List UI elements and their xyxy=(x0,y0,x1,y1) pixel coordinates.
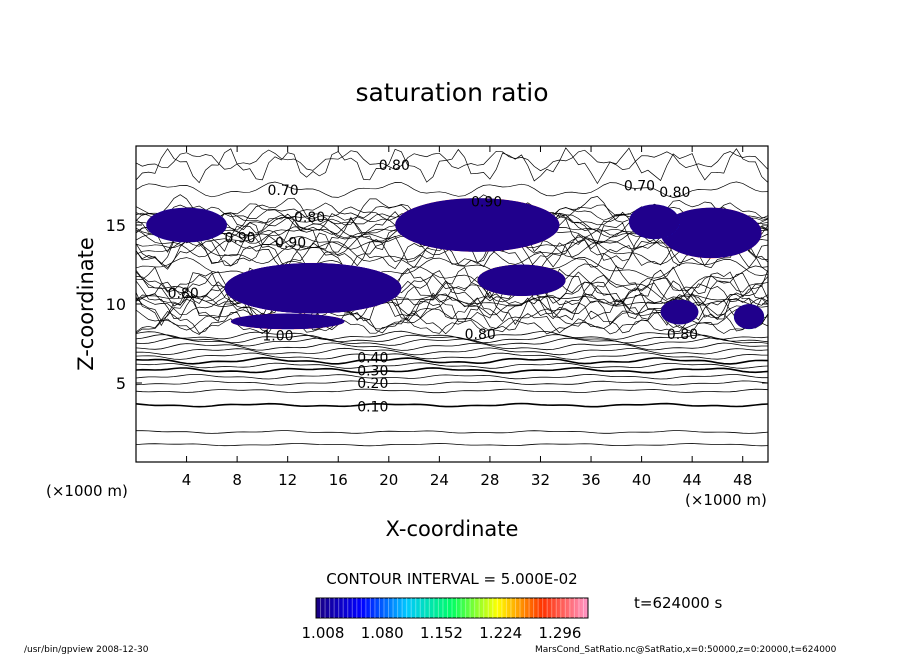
x-tick-label: 12 xyxy=(278,471,297,489)
saturation-region xyxy=(395,198,560,252)
contour-line xyxy=(135,443,769,447)
time-label: t=624000 s xyxy=(634,594,722,612)
colorbar-tick-label: 1.008 xyxy=(302,624,345,642)
contour-interval-label: CONTOUR INTERVAL = 5.000E-02 xyxy=(326,570,577,588)
colorbar-tick-labels: 1.008 1.080 1.152 1.224 1.296 xyxy=(302,624,582,642)
contour-value-label: 0.90 xyxy=(471,194,502,210)
contour-line xyxy=(135,342,768,351)
footer-left: /usr/bin/gpview 2008-12-30 xyxy=(24,645,149,654)
contour-line xyxy=(135,380,769,386)
y-tick-label: 10 xyxy=(106,295,126,314)
chart-title: saturation ratio xyxy=(355,78,548,107)
saturation-region xyxy=(733,304,765,330)
x-tick-label: 32 xyxy=(531,471,550,489)
x-tick-label: 28 xyxy=(480,471,499,489)
x-tick-label: 44 xyxy=(683,471,702,489)
contour-line xyxy=(135,366,769,374)
x-axis-label: X-coordinate xyxy=(386,517,519,541)
y-tick-label: 5 xyxy=(116,374,126,393)
plot-background xyxy=(136,146,768,462)
x-tick-label: 40 xyxy=(632,471,651,489)
saturation-region xyxy=(146,207,228,243)
contour-value-label: 0.10 xyxy=(357,400,388,416)
contour-line xyxy=(135,402,769,408)
x-unit-label-left: (×1000 m) xyxy=(46,482,128,500)
contour-line xyxy=(135,337,769,347)
contour-line xyxy=(135,347,769,356)
contour-value-label: 0.80 xyxy=(379,158,410,174)
contour-line xyxy=(136,430,769,434)
contour-line xyxy=(135,373,768,380)
contour-line xyxy=(135,362,769,369)
contour-line xyxy=(135,181,769,198)
contour-line xyxy=(135,147,769,185)
contour-value-label: 0.30 xyxy=(357,363,388,379)
contour-line xyxy=(135,242,769,271)
contour-value-label: 0.80 xyxy=(659,185,690,201)
contour-value-label: 0.40 xyxy=(357,351,388,367)
plot-area: 0.800.700.800.90 0.900.900.70 0.800.801.00… xyxy=(135,145,769,463)
x-tick-label: 48 xyxy=(733,471,752,489)
y-tick-label: 15 xyxy=(106,216,126,235)
colorbar-tick-label: 1.080 xyxy=(361,624,404,642)
contour-line xyxy=(135,149,769,172)
y-axis-label: Z-coordinate xyxy=(74,237,98,371)
contour-value-label: 0.20 xyxy=(357,376,388,392)
x-tick-label: 36 xyxy=(581,471,600,489)
contour-line xyxy=(135,334,769,344)
contour-value-label: 0.70 xyxy=(268,183,299,199)
colorbar-tick-label: 1.152 xyxy=(420,624,463,642)
x-axis-ticks: 4 8 12 16 20 24 28 32 36 40 44 48 xyxy=(182,146,752,489)
contour-value-label: 0.90 xyxy=(225,231,256,247)
x-tick-label: 16 xyxy=(329,471,348,489)
contour-value-label: 1.00 xyxy=(262,329,293,345)
contour-value-label: 0.70 xyxy=(624,179,655,195)
contour-value-label: 0.80 xyxy=(168,286,199,302)
x-unit-label-right: (×1000 m) xyxy=(685,491,767,509)
contour-value-label: 0.80 xyxy=(294,210,325,226)
contour-line xyxy=(135,330,769,341)
x-tick-label: 20 xyxy=(379,471,398,489)
contour-line xyxy=(135,388,769,394)
x-tick-label: 4 xyxy=(182,471,192,489)
saturation-region xyxy=(224,262,402,314)
contour-value-label: 0.90 xyxy=(275,235,306,251)
colorbar-tick-label: 1.296 xyxy=(539,624,582,642)
saturation-region xyxy=(628,204,680,240)
saturation-region xyxy=(660,299,699,325)
saturation-regions xyxy=(146,198,765,330)
contour-value-label: 0.80 xyxy=(465,327,496,343)
saturation-region xyxy=(660,207,762,259)
contour-line xyxy=(135,352,768,360)
colorbar xyxy=(315,597,589,619)
saturation-region xyxy=(477,264,566,297)
colorbar-stripes xyxy=(320,598,584,618)
contour-line xyxy=(135,318,769,335)
contour-line xyxy=(135,280,769,320)
contour-line xyxy=(135,257,769,280)
x-tick-label: 24 xyxy=(430,471,449,489)
contour-value-label: 0.80 xyxy=(667,327,698,343)
saturation-region xyxy=(230,313,345,330)
y-axis-ticks: 5 10 15 xyxy=(106,216,768,393)
contour-line xyxy=(135,356,769,365)
x-tick-label: 8 xyxy=(232,471,242,489)
colorbar-tick-label: 1.224 xyxy=(479,624,522,642)
contour-labels: 0.800.700.800.90 0.900.900.70 0.800.801.00… xyxy=(168,158,698,416)
footer-right: MarsCond_SatRatio.nc@SatRatio,x=0:50000,… xyxy=(535,645,837,654)
